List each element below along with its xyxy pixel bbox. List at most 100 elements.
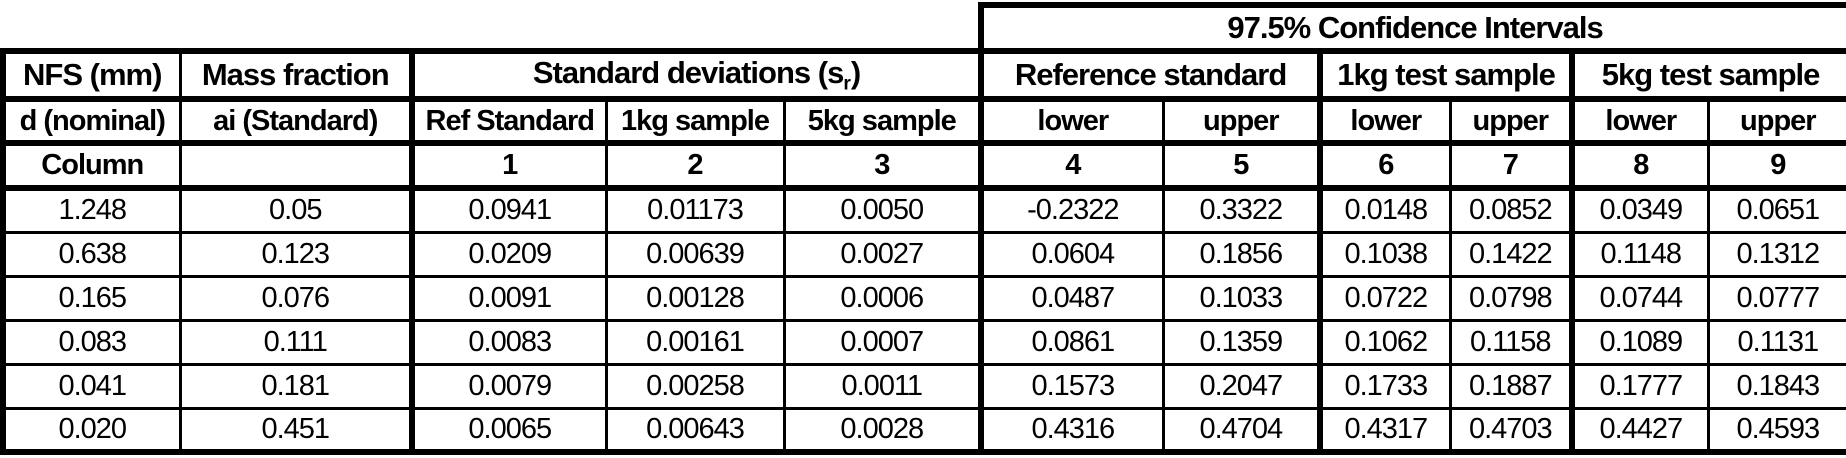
data-cell: 0.3322 <box>1161 186 1324 234</box>
table-row: 0.041 0.181 0.0079 0.00258 0.0011 0.1573 0.204… <box>0 362 1846 410</box>
data-cell: 0.1573 <box>979 362 1165 410</box>
data-cell: 0.00258 <box>604 362 786 410</box>
data-cell: 0.165 <box>0 274 182 322</box>
group-header-row: NFS (mm) Mass fraction Standard deviatio… <box>0 49 1846 102</box>
data-cell: 0.4316 <box>979 406 1165 455</box>
subheader-ref-standard: Ref Standard <box>410 97 608 146</box>
data-cell: 0.0777 <box>1706 274 1846 322</box>
table-header: 97.5% Confidence Intervals NFS (mm) Mass… <box>0 2 1846 191</box>
data-cell: 0.1038 <box>1318 230 1452 278</box>
data-cell: 0.0209 <box>410 230 608 278</box>
data-cell: 0.1312 <box>1706 230 1846 278</box>
data-cell: 0.076 <box>178 274 415 322</box>
subheader-ai-standard: ai (Standard) <box>178 97 415 146</box>
data-cell: 0.1158 <box>1448 318 1576 366</box>
data-cell: 0.111 <box>178 318 415 366</box>
data-cell: 0.1777 <box>1570 362 1710 410</box>
data-cell: 0.0798 <box>1448 274 1576 322</box>
data-cell: 0.0083 <box>410 318 608 366</box>
data-cell: -0.2322 <box>979 186 1165 234</box>
data-cell: 0.1148 <box>1570 230 1710 278</box>
data-cell: 0.4704 <box>1161 406 1324 455</box>
data-cell: 0.1089 <box>1570 318 1710 366</box>
ci-title-row: 97.5% Confidence Intervals <box>3 2 1846 54</box>
subheader-1kg-upper: upper <box>1448 97 1576 146</box>
subheader-ref-upper: upper <box>1161 97 1324 146</box>
data-cell: 0.0006 <box>782 274 985 322</box>
subheader-5kg-sample: 5kg sample <box>782 97 985 146</box>
data-cell: 0.0722 <box>1318 274 1452 322</box>
header-nfs: NFS (mm) <box>0 49 182 102</box>
data-cell: 0.0349 <box>1570 186 1710 234</box>
data-cell: 0.00643 <box>604 406 786 455</box>
data-cell: 0.0487 <box>979 274 1165 322</box>
data-cell: 0.00639 <box>604 230 786 278</box>
column-number-6: 6 <box>1318 141 1452 191</box>
data-cell: 0.0091 <box>410 274 608 322</box>
table-row: 1.248 0.05 0.0941 0.01173 0.0050 -0.2322 0.332… <box>0 186 1846 234</box>
column-row-label: Column <box>0 141 182 191</box>
data-cell: 0.181 <box>178 362 415 410</box>
data-cell: 0.1887 <box>1448 362 1576 410</box>
data-cell: 0.1359 <box>1161 318 1324 366</box>
data-cell: 0.0651 <box>1706 186 1846 234</box>
data-cell: 0.041 <box>0 362 182 410</box>
subheader-1kg-sample: 1kg sample <box>604 97 786 146</box>
data-cell: 0.01173 <box>604 186 786 234</box>
sub-header-row: d (nominal) ai (Standard) Ref Standard 1… <box>0 97 1846 146</box>
data-cell: 0.638 <box>0 230 182 278</box>
column-number-9: 9 <box>1706 141 1846 191</box>
data-cell: 0.05 <box>178 186 415 234</box>
data-cell: 0.0148 <box>1318 186 1452 234</box>
data-cell: 0.0941 <box>410 186 608 234</box>
data-cell: 0.00128 <box>604 274 786 322</box>
data-cell: 0.0604 <box>979 230 1165 278</box>
data-cell: 0.00161 <box>604 318 786 366</box>
column-number-7: 7 <box>1448 141 1576 191</box>
data-cell: 0.1733 <box>1318 362 1452 410</box>
std-dev-suffix: ) <box>850 54 861 90</box>
data-cell: 0.020 <box>0 406 182 455</box>
column-number-5: 5 <box>1161 141 1324 191</box>
column-number-row: Column 1 2 3 4 5 6 7 8 9 <box>0 141 1846 191</box>
subheader-ref-lower: lower <box>979 97 1165 146</box>
column-number-2: 2 <box>604 141 786 191</box>
data-cell: 0.1131 <box>1706 318 1846 366</box>
table-row: 0.638 0.123 0.0209 0.00639 0.0027 0.0604 0.185… <box>0 230 1846 278</box>
data-cell: 0.0011 <box>782 362 985 410</box>
subheader-5kg-lower: lower <box>1570 97 1710 146</box>
column-number-8: 8 <box>1570 141 1710 191</box>
data-cell: 0.0861 <box>979 318 1165 366</box>
data-cell: 0.083 <box>0 318 182 366</box>
data-cell: 0.0028 <box>782 406 985 455</box>
data-cell: 0.4703 <box>1448 406 1576 455</box>
std-dev-subscript: r <box>843 73 851 95</box>
subheader-d-nominal: d (nominal) <box>0 97 182 146</box>
subheader-5kg-upper: upper <box>1706 97 1846 146</box>
data-cell: 0.0050 <box>782 186 985 234</box>
data-cell: 0.0007 <box>782 318 985 366</box>
data-cell: 0.0079 <box>410 362 608 410</box>
table-row: 0.083 0.111 0.0083 0.00161 0.0007 0.0861 0.135… <box>0 318 1846 366</box>
data-cell: 0.0744 <box>1570 274 1710 322</box>
data-cell: 0.2047 <box>1161 362 1324 410</box>
header-5kg-test-sample: 5kg test sample <box>1570 49 1846 102</box>
data-cell: 0.0027 <box>782 230 985 278</box>
data-cell: 0.1033 <box>1161 274 1324 322</box>
data-cell: 0.1843 <box>1706 362 1846 410</box>
data-cell: 0.1062 <box>1318 318 1452 366</box>
data-cell: 0.4593 <box>1706 406 1846 455</box>
data-cell: 0.1856 <box>1161 230 1324 278</box>
column-row-blank <box>178 141 415 191</box>
blank-spacer <box>3 5 982 54</box>
header-1kg-test-sample: 1kg test sample <box>1318 49 1576 102</box>
table-row: 0.020 0.451 0.0065 0.00643 0.0028 0.4316 0.470… <box>0 406 1846 455</box>
column-number-4: 4 <box>979 141 1165 191</box>
table-row: 0.165 0.076 0.0091 0.00128 0.0006 0.0487 0.103… <box>0 274 1846 322</box>
data-cell: 0.1422 <box>1448 230 1576 278</box>
column-number-3: 3 <box>782 141 985 191</box>
ci-title-cell: 97.5% Confidence Intervals <box>978 2 1846 54</box>
data-cell: 0.4427 <box>1570 406 1710 455</box>
data-cell: 0.451 <box>178 406 415 455</box>
